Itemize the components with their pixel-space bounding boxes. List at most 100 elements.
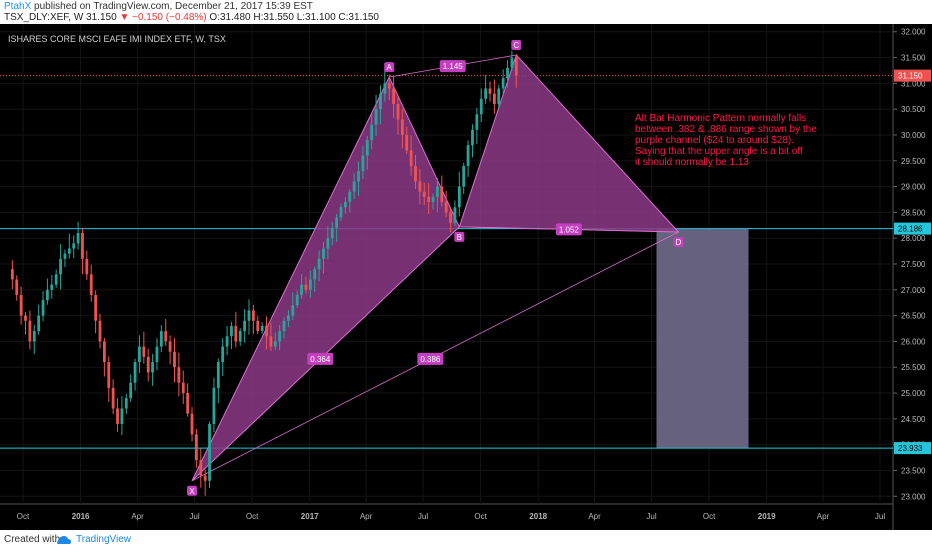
candle-body [190,413,194,435]
candle-body [63,253,67,259]
candle-body [291,305,295,316]
candle-body [295,294,299,306]
level-price-label: 28.186 [898,225,923,234]
publish-header: PtahX published on TradingView.com, Dece… [0,0,932,24]
y-tick-label: 27.000 [901,286,926,295]
candle-body [304,284,308,290]
pattern-point-label: A [387,63,393,72]
candle-body [59,258,62,275]
x-tick-label: Jul [418,512,428,521]
candle-body [230,325,233,337]
pattern-point-marker [454,231,465,242]
candle-body [374,109,378,125]
candle-body [444,202,448,213]
candle-body [85,258,89,275]
candle-body [405,134,409,151]
candle-body [422,191,426,197]
candle-body [265,325,268,337]
candle-body [89,274,93,295]
candle-body [212,387,216,424]
candle-body [111,387,115,409]
ratio-badge [439,60,466,73]
pattern-point-label: D [676,238,682,247]
ratio-badge [417,352,444,365]
y-tick-label: 31.500 [901,54,926,63]
candle-body [414,165,417,182]
candle-body [28,320,32,342]
created-with-label: Created with [4,534,61,545]
candle-body [129,382,133,399]
annotation-line: between .382 & .886 range shown by the [635,124,817,135]
candle-body [15,279,19,295]
candle-body [282,320,286,332]
last-price: 31.150 [86,12,117,23]
level-price-tag [894,222,931,235]
x-tick-label: Oct [703,512,716,521]
price-chart[interactable]: 23.00023.50024.00024.50025.00025.50026.0… [0,24,932,530]
candle-body [19,294,23,316]
tradingview-logo-icon [57,536,71,544]
candle-body [365,140,369,156]
candles [10,50,518,496]
candle-body [251,310,255,321]
candle-body [348,191,352,203]
x-tick-label: Jul [875,512,885,521]
candle-body [330,227,334,239]
candle-body [116,408,119,424]
x-tick-label: Oct [474,512,487,521]
y-tick-label: 26.500 [901,312,926,321]
candle-body [287,315,290,321]
candle-body [238,331,242,342]
candle-body [510,57,514,68]
y-tick-label: 28.500 [901,208,926,217]
chart-title: ISHARES CORE MSCI EAFE IMI INDEX ETF, W,… [8,34,226,44]
candle-body [273,341,277,347]
candle-body [475,114,479,130]
candle-body [203,475,207,481]
candle-body [322,248,325,259]
level-price-tag [894,442,931,455]
candle-body [243,320,247,332]
annotation-line: it should normally be 1.13 [635,157,749,168]
y-tick-label: 25.500 [901,363,926,372]
candle-body [151,362,154,373]
candle-body [514,57,518,76]
candle-body [352,181,356,192]
publish-info: published on TradingView.com, December 2… [34,1,313,12]
pattern-point-marker [511,39,522,50]
candle-body [466,145,470,166]
candle-body [168,341,172,352]
candle-body [142,346,146,357]
candle-body [370,124,374,141]
candle-body [41,300,45,316]
y-tick-label: 23.000 [901,492,926,501]
candle-body [37,315,41,332]
pattern-point-label: B [457,233,462,242]
candle-body [10,269,14,280]
x-tick-label: Jul [189,512,199,521]
x-tick-label: Jul [646,512,656,521]
pattern-point-label: C [513,41,519,50]
annotation-line: Saying that the upper angle is a bit off [635,146,803,157]
candle-body [313,269,317,280]
candle-body [418,181,422,192]
y-tick-label: 31.000 [901,79,926,88]
tradingview-brand[interactable]: TradingView [76,534,132,545]
annotation-line: purple channel ($24 to around $28). [635,135,794,146]
x-tick-label: 2019 [758,512,776,521]
candle-body [457,186,461,208]
pattern-point-marker [187,485,198,496]
candle-body [326,238,330,249]
candle-body [107,362,111,388]
ratio-label: 1.145 [443,62,464,71]
candle-body [221,346,225,363]
candle-body [225,336,229,347]
symbol-label: TSX_DLY:XEF, W [4,12,84,23]
x-tick-label: Oct [17,512,30,521]
author-link[interactable]: PtahX [4,1,32,12]
candle-body [506,67,509,79]
candle-body [173,351,176,368]
candle-body [317,258,321,270]
y-tick-label: 30.000 [901,131,926,140]
